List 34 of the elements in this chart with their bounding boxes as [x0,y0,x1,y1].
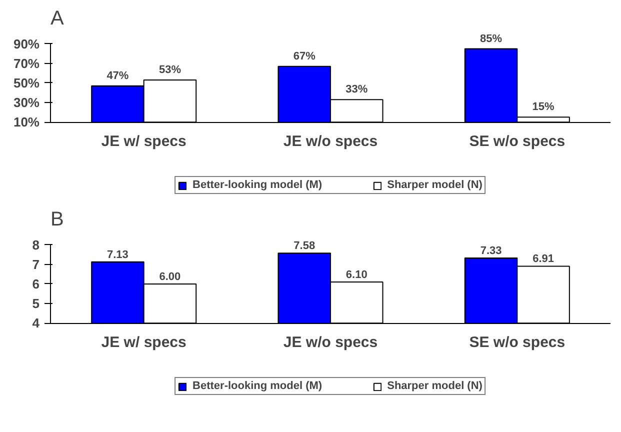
x-tick-label: JE w/ specs [101,133,186,150]
legend-label: Sharper model (N) [387,380,482,392]
data-label: 7.58 [294,240,316,252]
legend-label: Better-looking model (M) [192,380,322,392]
data-label: 47% [106,70,129,82]
y-tick-label: 90% [13,36,40,52]
y-tick-label: 70% [13,56,40,71]
legend-label: Better-looking model (M) [192,179,322,191]
x-tick-label: JE w/o specs [283,334,378,352]
y-tick-label: 4 [32,316,40,331]
data-label: 6.00 [159,270,181,283]
x-tick-label: JE w/ specs [101,334,186,352]
legend-label: Sharper model (N) [387,179,482,191]
data-label: 33% [346,84,368,96]
x-tick-label: SE w/o specs [469,334,566,352]
chart-title: B [50,208,64,230]
data-label: 7.33 [480,244,502,257]
y-tick-label: 50% [13,75,40,90]
x-tick-label: SE w/o specs [469,133,566,150]
data-label: 67% [293,50,316,62]
y-tick-label: 8 [32,237,40,252]
y-tick-label: 30% [13,95,40,110]
data-label: 7.13 [106,248,128,261]
y-tick-label: 7 [32,256,40,272]
x-tick-label: JE w/o specs [283,133,378,150]
data-label: 53% [158,64,182,76]
data-label: 15% [532,101,555,114]
data-label: 85% [480,32,502,45]
data-label: 6.10 [346,269,368,282]
y-tick-label: 5 [32,296,40,312]
data-label: 6.91 [532,253,554,266]
y-tick-label: 10% [13,114,40,130]
chart-title: A [50,8,64,30]
y-tick-label: 6 [32,276,40,292]
